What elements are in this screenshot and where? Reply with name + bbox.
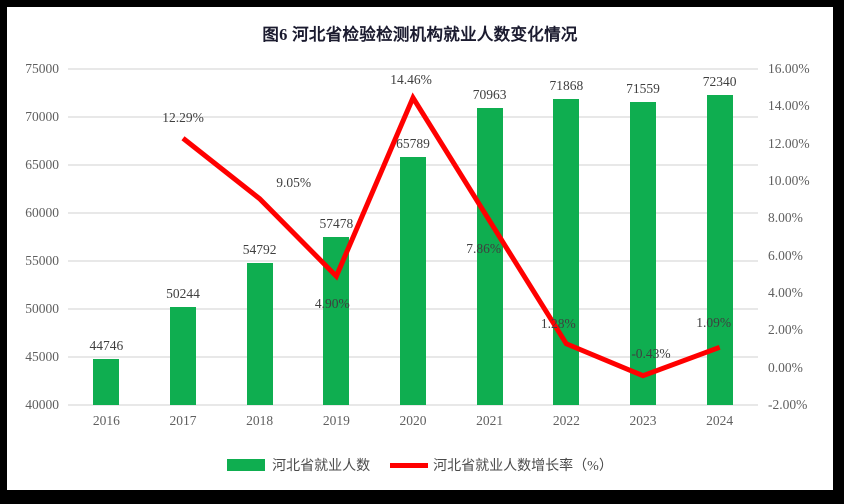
gridline <box>68 116 758 118</box>
bar <box>476 107 503 405</box>
growth-rate-label: 1.28% <box>540 315 576 331</box>
plot-area: 40000 45000 50000 55000 60000 65000 70000 75000… <box>25 61 809 428</box>
line-swatch-icon <box>390 462 429 468</box>
growth-rate-label: 1.09% <box>696 315 732 331</box>
growth-rate-label: -0.43% <box>631 345 671 361</box>
bar-swatch-icon <box>227 459 266 471</box>
right-axis-tick-label: -2.00% <box>768 397 808 412</box>
bar-value-label: 44746 <box>89 338 124 354</box>
right-axis-tick-label: 16.00% <box>768 61 810 76</box>
bar <box>400 157 426 405</box>
x-axis-tick-label: 2018 <box>246 413 274 428</box>
x-axis-tick-label: 2024 <box>706 413 734 428</box>
chart-legend: 河北省就业人数 河北省就业人数增长率（%） <box>7 455 833 475</box>
bar-value-label: 72340 <box>702 73 737 89</box>
x-axis-tick-label: 2019 <box>322 413 350 428</box>
left-axis-tick-label: 60000 <box>25 205 59 220</box>
bar <box>553 99 580 405</box>
legend-label-bars: 河北省就业人数 <box>272 459 371 474</box>
bar <box>706 94 733 405</box>
growth-rate-label: 4.90% <box>314 296 350 312</box>
right-axis-tick-label: 6.00% <box>768 247 803 263</box>
legend-label-line: 河北省就业人数增长率（%） <box>433 459 613 474</box>
bar <box>93 359 120 405</box>
chart-figure: 图6 河北省检验检测机构就业人数变化情况 40000 45000 50000 5500… <box>7 7 833 490</box>
x-axis-tick-label: 2021 <box>476 413 504 428</box>
chart-title: 图6 河北省检验检测机构就业人数变化情况 <box>262 25 578 44</box>
left-axis-tick-label: 75000 <box>25 61 59 76</box>
right-axis-tick-label: 0.00% <box>768 359 803 375</box>
legend-item-bars[interactable]: 河北省就业人数 <box>227 455 370 475</box>
bar-value-label: 50244 <box>166 285 200 301</box>
bar-value-label: 71868 <box>549 78 584 94</box>
right-axis-tick-label: 2.00% <box>768 322 803 338</box>
right-axis-tick-label: 14.00% <box>768 98 810 114</box>
growth-rate-line <box>181 92 721 379</box>
left-axis-tick-label: 50000 <box>25 301 59 316</box>
x-axis-tick-label: 2022 <box>552 413 580 428</box>
bar <box>170 306 196 405</box>
right-axis-tick-label: 10.00% <box>768 173 810 188</box>
gridline <box>68 68 758 70</box>
bar <box>630 102 656 405</box>
x-axis-tick-label: 2016 <box>92 413 120 428</box>
right-axis-tick-label: 8.00% <box>768 210 803 226</box>
left-axis-tick-label: 40000 <box>25 397 59 412</box>
left-axis-tick-label: 70000 <box>25 109 59 124</box>
bar-value-label: 65789 <box>396 136 430 152</box>
growth-rate-label: 7.86% <box>466 240 502 256</box>
bar <box>246 262 273 405</box>
left-axis-tick-label: 55000 <box>25 253 59 268</box>
bar-value-label: 71559 <box>626 81 660 97</box>
gridline <box>68 404 758 406</box>
growth-rate-label: 14.46% <box>390 71 432 87</box>
bar-value-label: 70963 <box>472 86 507 102</box>
left-axis-tick-label: 45000 <box>25 349 59 364</box>
growth-rate-label: 9.05% <box>276 174 312 190</box>
right-axis-tick-label: 4.00% <box>768 285 803 300</box>
right-axis-tick-label: 12.00% <box>768 135 810 151</box>
x-axis-tick-label: 2020 <box>399 413 427 428</box>
x-axis-tick-label: 2017 <box>169 413 197 428</box>
x-axis-tick-label: 2023 <box>629 413 657 428</box>
bar-value-label: 54792 <box>242 241 277 257</box>
left-axis-tick-label: 65000 <box>25 157 59 172</box>
legend-item-line[interactable]: 河北省就业人数增长率（%） <box>382 455 613 475</box>
growth-rate-label: 12.29% <box>162 110 204 126</box>
bar-value-label: 57478 <box>319 216 354 232</box>
